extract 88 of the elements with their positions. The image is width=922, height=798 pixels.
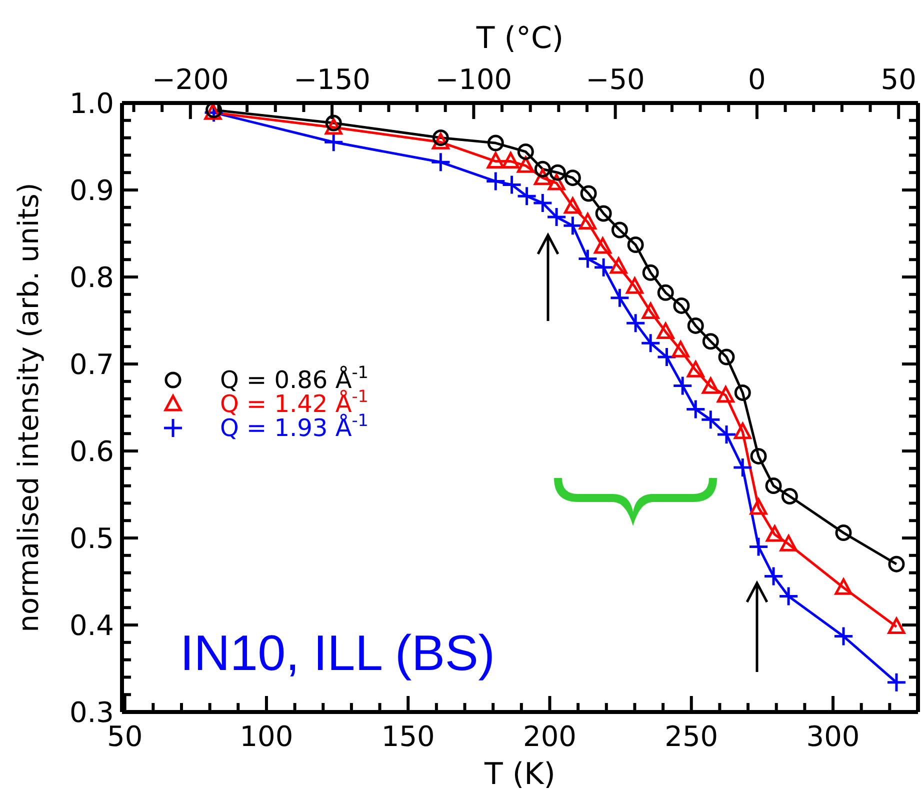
x2-tick-label: −200: [152, 63, 229, 96]
point: [748, 536, 769, 557]
y-tick-label: 1.0: [69, 87, 114, 120]
y-tick-label: 0.6: [69, 435, 114, 468]
x-tick-label: 100: [240, 720, 294, 753]
point: [716, 386, 734, 403]
point: [627, 236, 644, 254]
x-tick-label: 150: [381, 720, 435, 753]
point: [580, 185, 597, 202]
point: [765, 478, 782, 494]
point: [888, 556, 905, 572]
y-tick-label: 0.5: [69, 522, 114, 555]
point: [485, 171, 506, 192]
point: [534, 160, 551, 178]
point: [672, 340, 690, 358]
x-tick-label: 300: [806, 720, 860, 753]
point: [833, 626, 854, 647]
point: [886, 672, 907, 693]
x2-axis-title: T (°C): [475, 21, 564, 56]
x2-tick-label: −150: [294, 63, 370, 96]
point: [502, 174, 522, 196]
y-axis-title: normalised intensity (arb. units): [12, 182, 45, 632]
point: [766, 525, 784, 542]
point: [546, 206, 567, 228]
point: [564, 197, 582, 214]
point: [430, 152, 451, 172]
point: [594, 237, 612, 254]
point: [626, 277, 644, 294]
point: [750, 448, 767, 464]
point: [657, 284, 674, 301]
point: [780, 534, 798, 552]
x-tick-label: 250: [664, 720, 718, 753]
point: [486, 152, 504, 169]
point: [640, 332, 661, 354]
point: [750, 498, 768, 515]
point: [781, 488, 798, 504]
x-tick-label: 200: [523, 720, 576, 753]
point: [685, 398, 706, 420]
point: [888, 617, 906, 634]
point: [687, 317, 704, 334]
x2-tick-label: −100: [435, 63, 512, 96]
point: [578, 212, 596, 230]
point: [718, 348, 735, 366]
point: [593, 257, 614, 278]
point: [549, 164, 566, 181]
y-tick-label: 0.8: [69, 261, 114, 294]
point: [516, 186, 538, 206]
point: [564, 170, 581, 186]
y-tick-label: 0.9: [69, 174, 114, 207]
point: [702, 333, 719, 350]
point: [734, 384, 751, 401]
point: [532, 192, 553, 214]
point: [432, 130, 449, 146]
point: [732, 457, 753, 478]
point: [642, 302, 660, 320]
point: [517, 143, 534, 160]
point: [716, 424, 737, 445]
point: [609, 288, 630, 308]
point: [700, 409, 721, 430]
y-tick-label: 0.4: [69, 609, 114, 642]
annotation: IN10, ILL (BS): [180, 625, 495, 681]
point: [502, 152, 520, 169]
point: [672, 376, 693, 396]
point: [734, 422, 752, 440]
point: [562, 215, 583, 236]
point: [835, 524, 852, 542]
point: [778, 586, 799, 607]
x2-tick-label: 0: [748, 63, 766, 96]
x2-tick-label: 50: [880, 63, 916, 96]
point: [534, 168, 552, 186]
point: [610, 257, 628, 274]
point: [673, 297, 690, 314]
point: [487, 134, 504, 152]
point: [595, 205, 612, 222]
point: [656, 322, 674, 340]
point: [763, 566, 784, 587]
y-tick-label: 0.7: [69, 348, 114, 381]
point: [625, 312, 646, 334]
point: [432, 132, 450, 150]
point: [611, 222, 628, 238]
point: [686, 360, 704, 378]
x2-tick-label: −50: [586, 63, 645, 96]
point: [702, 377, 720, 394]
point: [325, 114, 342, 132]
point: [834, 578, 852, 595]
x-axis-title: T (K): [484, 757, 556, 792]
point: [577, 248, 598, 269]
point: [642, 264, 659, 281]
